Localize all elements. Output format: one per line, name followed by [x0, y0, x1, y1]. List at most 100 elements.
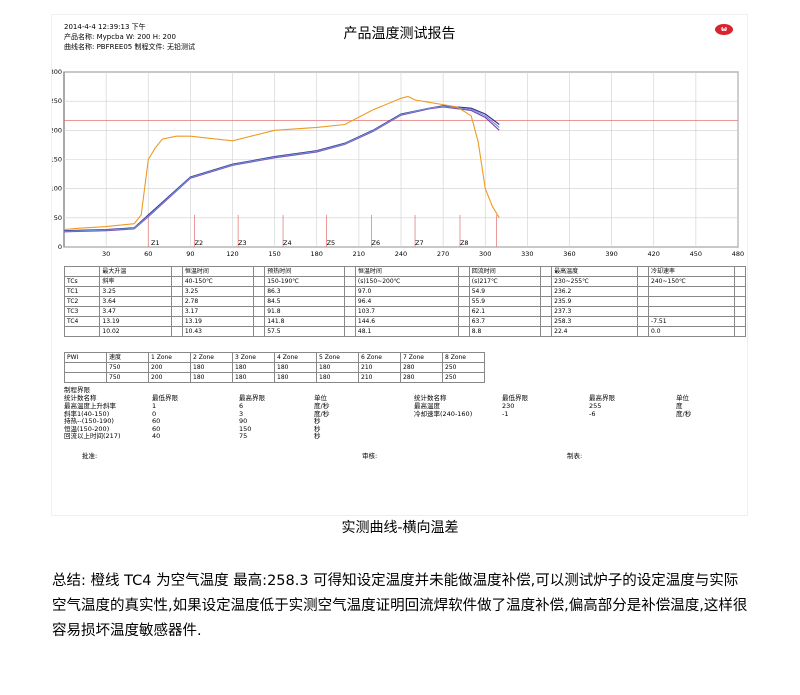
- table-cell: 180: [316, 362, 359, 373]
- limits-column-header: 统计数名称: [414, 394, 447, 402]
- table-cell: [457, 276, 470, 287]
- table-cell: [734, 326, 746, 337]
- limits-cell: 60: [152, 417, 161, 425]
- table-cell: TC4: [63, 316, 101, 327]
- limits-cell: 40: [152, 432, 161, 440]
- table-cell: [540, 286, 553, 297]
- table-cell: 恒温时间: [354, 266, 459, 277]
- x-tick-label: 480: [732, 250, 744, 258]
- table-cell: [253, 316, 266, 327]
- table-cell: [457, 306, 470, 317]
- review-label: 审核:: [362, 452, 378, 460]
- limits-cell: 150: [239, 424, 252, 433]
- limits-cell: 255: [589, 402, 602, 410]
- table-cell: [648, 286, 736, 297]
- table-cell: 230~255℃: [551, 276, 639, 287]
- table-cell: 3.64: [99, 296, 172, 307]
- limits-cell: 60: [152, 424, 161, 433]
- table-cell: [170, 296, 183, 307]
- table-cell: 280: [400, 372, 443, 383]
- table-cell: TC3: [63, 306, 101, 317]
- table-cell: 预热时间: [264, 266, 346, 277]
- table-cell: 250: [442, 362, 485, 373]
- figure-caption: 实测曲线-横向温差: [341, 520, 459, 536]
- table-cell: 103.7: [354, 306, 459, 317]
- limits-column-header: 统计数名称: [64, 394, 97, 402]
- table-cell: [63, 326, 101, 337]
- zone-label: Z6: [372, 239, 381, 247]
- table-cell: [457, 316, 470, 327]
- table-cell: [734, 316, 746, 327]
- table-cell: [253, 276, 266, 287]
- table-cell: 速度: [106, 352, 149, 363]
- table-row: TC3 3.47 3.17 91.8 103.7 62.1 237.3: [63, 306, 746, 317]
- table-cell: 13.19: [181, 316, 255, 327]
- limits-column-header: 最低界限: [152, 394, 178, 402]
- x-tick-label: 180: [311, 250, 323, 258]
- limits-cell: 最高温度上升斜率: [64, 402, 116, 410]
- limits-cell: -1: [502, 409, 509, 418]
- zone-label: Z7: [415, 239, 424, 247]
- x-tick-label: 330: [521, 250, 533, 258]
- limits-cell: 秒: [314, 424, 321, 433]
- limits-cell: 0: [152, 409, 157, 418]
- table-cell: 237.3: [551, 306, 639, 317]
- table-cell: [734, 266, 746, 277]
- limits-cell: 恒温(150-200): [64, 424, 110, 433]
- table-cell: 5 Zone: [316, 352, 359, 363]
- y-tick-label: 200: [52, 126, 62, 134]
- x-tick-label: 240: [395, 250, 407, 258]
- table-cell: 250: [442, 372, 485, 383]
- table-cell: [540, 306, 553, 317]
- table-cell: 7 Zone: [400, 352, 443, 363]
- table-cell: [648, 306, 736, 317]
- y-tick-label: 0: [58, 243, 62, 251]
- table-cell: [253, 296, 266, 307]
- x-tick-label: 120: [226, 250, 238, 258]
- table-cell: [457, 266, 470, 277]
- table-row: 750 200 180 180 180 180 210 280 250: [64, 362, 485, 373]
- report-title: 产品温度测试报告: [343, 26, 456, 42]
- table-cell: [253, 266, 266, 277]
- table-cell: 10.02: [99, 326, 172, 337]
- series-line-tc4: [63, 95, 500, 231]
- table-row: 10.02 10.43 57.5 48.1 8.8 22.4 0.0: [63, 326, 746, 337]
- limits-cell: 回流以上时间(217): [64, 432, 121, 440]
- table-cell: [637, 276, 650, 287]
- x-tick-label: 390: [605, 250, 617, 258]
- table-cell: 3 Zone: [232, 352, 275, 363]
- zone-label: Z4: [283, 239, 292, 247]
- table-cell: 8.8: [468, 326, 542, 337]
- limits-column-header: 最高界限: [239, 394, 265, 402]
- limits-cell: 冷却速率(240-160): [414, 409, 473, 418]
- limits-cell: 度/秒: [314, 402, 330, 410]
- curve-info: 曲线名称: PBFREE05 制程文件: 无铅测试: [64, 43, 196, 51]
- table-cell: 最高温度: [551, 266, 639, 277]
- table-cell: 13.19: [99, 316, 172, 327]
- limits-cell: 斜率1(40-150): [64, 409, 110, 418]
- zone-label: Z1: [151, 239, 160, 247]
- zone-label: Z5: [327, 239, 336, 247]
- limits-cell: 持热--(150-190): [64, 417, 114, 425]
- limits-cell: 最高温度: [414, 402, 440, 410]
- limits-cell: 6: [239, 402, 244, 410]
- table-cell: -7.51: [648, 316, 736, 327]
- table-cell: 180: [190, 372, 233, 383]
- limits-column-header: 单位: [314, 394, 327, 402]
- table-cell: [637, 296, 650, 307]
- table-cell: [457, 286, 470, 297]
- table-cell: TC1: [63, 286, 101, 297]
- table-cell: [170, 276, 183, 287]
- y-tick-label: 300: [52, 68, 62, 76]
- y-tick-label: 100: [52, 185, 62, 193]
- table-cell: 180: [190, 362, 233, 373]
- y-tick-label: 250: [52, 97, 62, 105]
- table-cell: 48.1: [354, 326, 459, 337]
- x-tick-label: 150: [268, 250, 280, 258]
- approve-label: 批准:: [82, 452, 98, 460]
- table-cell: 4 Zone: [274, 352, 317, 363]
- table-cell: TC2: [63, 296, 101, 307]
- table-cell: [540, 276, 553, 287]
- x-tick-label: 30: [102, 250, 110, 258]
- table-cell: 235.9: [551, 296, 639, 307]
